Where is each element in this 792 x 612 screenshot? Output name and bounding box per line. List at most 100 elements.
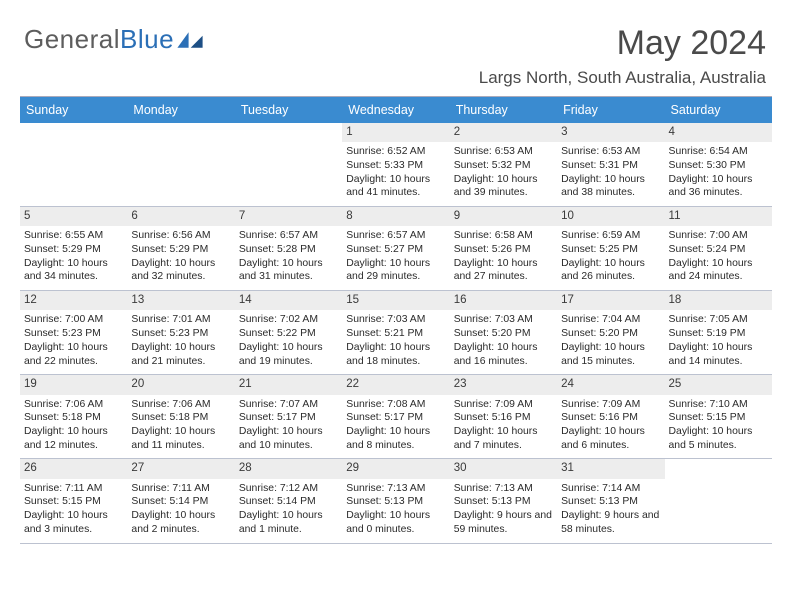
calendar-page: GeneralBlue May 2024 Largs North, South …: [0, 0, 792, 612]
day-cell: 2Sunrise: 6:53 AMSunset: 5:32 PMDaylight…: [450, 123, 557, 206]
daylight-line: Daylight: 10 hours and 27 minutes.: [454, 257, 553, 284]
dow-tuesday: Tuesday: [235, 97, 342, 123]
weeks-container: ...1Sunrise: 6:52 AMSunset: 5:33 PMDayli…: [20, 123, 772, 544]
day-cell: 29Sunrise: 7:13 AMSunset: 5:13 PMDayligh…: [342, 459, 449, 542]
day-number: 26: [20, 459, 127, 478]
sunrise-line: Sunrise: 6:56 AM: [131, 229, 230, 243]
calendar-grid: SundayMondayTuesdayWednesdayThursdayFrid…: [20, 96, 772, 544]
week-row: 5Sunrise: 6:55 AMSunset: 5:29 PMDaylight…: [20, 207, 772, 291]
day-number: 28: [235, 459, 342, 478]
daylight-line: Daylight: 10 hours and 24 minutes.: [669, 257, 768, 284]
daylight-line: Daylight: 10 hours and 14 minutes.: [669, 341, 768, 368]
week-row: 12Sunrise: 7:00 AMSunset: 5:23 PMDayligh…: [20, 291, 772, 375]
day-number: 4: [665, 123, 772, 142]
daylight-line: Daylight: 9 hours and 58 minutes.: [561, 509, 660, 536]
daylight-line: Daylight: 10 hours and 38 minutes.: [561, 173, 660, 200]
daylight-line: Daylight: 10 hours and 41 minutes.: [346, 173, 445, 200]
daylight-line: Daylight: 10 hours and 2 minutes.: [131, 509, 230, 536]
daylight-line: Daylight: 10 hours and 7 minutes.: [454, 425, 553, 452]
sunrise-line: Sunrise: 7:07 AM: [239, 398, 338, 412]
day-cell: 12Sunrise: 7:00 AMSunset: 5:23 PMDayligh…: [20, 291, 127, 374]
day-number: 9: [450, 207, 557, 226]
day-number: 20: [127, 375, 234, 394]
sunset-line: Sunset: 5:32 PM: [454, 159, 553, 173]
daylight-line: Daylight: 10 hours and 5 minutes.: [669, 425, 768, 452]
day-cell: 18Sunrise: 7:05 AMSunset: 5:19 PMDayligh…: [665, 291, 772, 374]
sunset-line: Sunset: 5:22 PM: [239, 327, 338, 341]
day-cell: 21Sunrise: 7:07 AMSunset: 5:17 PMDayligh…: [235, 375, 342, 458]
day-number: 6: [127, 207, 234, 226]
sunrise-line: Sunrise: 7:05 AM: [669, 313, 768, 327]
day-cell: 17Sunrise: 7:04 AMSunset: 5:20 PMDayligh…: [557, 291, 664, 374]
daylight-line: Daylight: 10 hours and 32 minutes.: [131, 257, 230, 284]
daylight-line: Daylight: 10 hours and 15 minutes.: [561, 341, 660, 368]
sunrise-line: Sunrise: 6:57 AM: [346, 229, 445, 243]
daylight-line: Daylight: 10 hours and 12 minutes.: [24, 425, 123, 452]
day-cell: 16Sunrise: 7:03 AMSunset: 5:20 PMDayligh…: [450, 291, 557, 374]
day-cell: 1Sunrise: 6:52 AMSunset: 5:33 PMDaylight…: [342, 123, 449, 206]
day-number: 7: [235, 207, 342, 226]
sunset-line: Sunset: 5:30 PM: [669, 159, 768, 173]
daylight-line: Daylight: 10 hours and 3 minutes.: [24, 509, 123, 536]
sunrise-line: Sunrise: 7:01 AM: [131, 313, 230, 327]
day-cell: 15Sunrise: 7:03 AMSunset: 5:21 PMDayligh…: [342, 291, 449, 374]
sunset-line: Sunset: 5:29 PM: [131, 243, 230, 257]
day-number: 15: [342, 291, 449, 310]
daylight-line: Daylight: 9 hours and 59 minutes.: [454, 509, 553, 536]
day-cell: 26Sunrise: 7:11 AMSunset: 5:15 PMDayligh…: [20, 459, 127, 542]
sunrise-line: Sunrise: 6:57 AM: [239, 229, 338, 243]
day-number: 19: [20, 375, 127, 394]
dow-thursday: Thursday: [450, 97, 557, 123]
daylight-line: Daylight: 10 hours and 6 minutes.: [561, 425, 660, 452]
daylight-line: Daylight: 10 hours and 36 minutes.: [669, 173, 768, 200]
sunset-line: Sunset: 5:17 PM: [346, 411, 445, 425]
day-cell: 4Sunrise: 6:54 AMSunset: 5:30 PMDaylight…: [665, 123, 772, 206]
daylight-line: Daylight: 10 hours and 21 minutes.: [131, 341, 230, 368]
sunset-line: Sunset: 5:29 PM: [24, 243, 123, 257]
day-number: 25: [665, 375, 772, 394]
brand-text: GeneralBlue: [24, 24, 174, 55]
day-number: 10: [557, 207, 664, 226]
sunrise-line: Sunrise: 6:53 AM: [454, 145, 553, 159]
header-region: GeneralBlue May 2024 Largs North, South …: [20, 18, 772, 96]
sunset-line: Sunset: 5:23 PM: [131, 327, 230, 341]
sunset-line: Sunset: 5:20 PM: [454, 327, 553, 341]
day-number: 30: [450, 459, 557, 478]
sunset-line: Sunset: 5:13 PM: [561, 495, 660, 509]
day-cell-empty: .: [20, 123, 127, 206]
sunset-line: Sunset: 5:17 PM: [239, 411, 338, 425]
daylight-line: Daylight: 10 hours and 11 minutes.: [131, 425, 230, 452]
sunset-line: Sunset: 5:16 PM: [561, 411, 660, 425]
sunset-line: Sunset: 5:14 PM: [239, 495, 338, 509]
sunset-line: Sunset: 5:23 PM: [24, 327, 123, 341]
sunrise-line: Sunrise: 7:00 AM: [669, 229, 768, 243]
day-number: 5: [20, 207, 127, 226]
day-cell: 31Sunrise: 7:14 AMSunset: 5:13 PMDayligh…: [557, 459, 664, 542]
daylight-line: Daylight: 10 hours and 29 minutes.: [346, 257, 445, 284]
week-row: 19Sunrise: 7:06 AMSunset: 5:18 PMDayligh…: [20, 375, 772, 459]
sunset-line: Sunset: 5:27 PM: [346, 243, 445, 257]
sunrise-line: Sunrise: 7:11 AM: [131, 482, 230, 496]
daylight-line: Daylight: 10 hours and 19 minutes.: [239, 341, 338, 368]
day-cell: 22Sunrise: 7:08 AMSunset: 5:17 PMDayligh…: [342, 375, 449, 458]
day-cell: 27Sunrise: 7:11 AMSunset: 5:14 PMDayligh…: [127, 459, 234, 542]
sunrise-line: Sunrise: 6:55 AM: [24, 229, 123, 243]
day-number: 12: [20, 291, 127, 310]
daylight-line: Daylight: 10 hours and 22 minutes.: [24, 341, 123, 368]
daylight-line: Daylight: 10 hours and 10 minutes.: [239, 425, 338, 452]
day-number: 2: [450, 123, 557, 142]
daylight-line: Daylight: 10 hours and 16 minutes.: [454, 341, 553, 368]
day-cell: 23Sunrise: 7:09 AMSunset: 5:16 PMDayligh…: [450, 375, 557, 458]
sunset-line: Sunset: 5:13 PM: [346, 495, 445, 509]
brand-word-general: General: [24, 24, 120, 54]
day-number: 29: [342, 459, 449, 478]
day-cell: 14Sunrise: 7:02 AMSunset: 5:22 PMDayligh…: [235, 291, 342, 374]
sunset-line: Sunset: 5:19 PM: [669, 327, 768, 341]
sunset-line: Sunset: 5:21 PM: [346, 327, 445, 341]
day-number: 3: [557, 123, 664, 142]
day-number: 16: [450, 291, 557, 310]
week-row: ...1Sunrise: 6:52 AMSunset: 5:33 PMDayli…: [20, 123, 772, 207]
sunrise-line: Sunrise: 7:03 AM: [346, 313, 445, 327]
daylight-line: Daylight: 10 hours and 1 minute.: [239, 509, 338, 536]
sunrise-line: Sunrise: 7:12 AM: [239, 482, 338, 496]
